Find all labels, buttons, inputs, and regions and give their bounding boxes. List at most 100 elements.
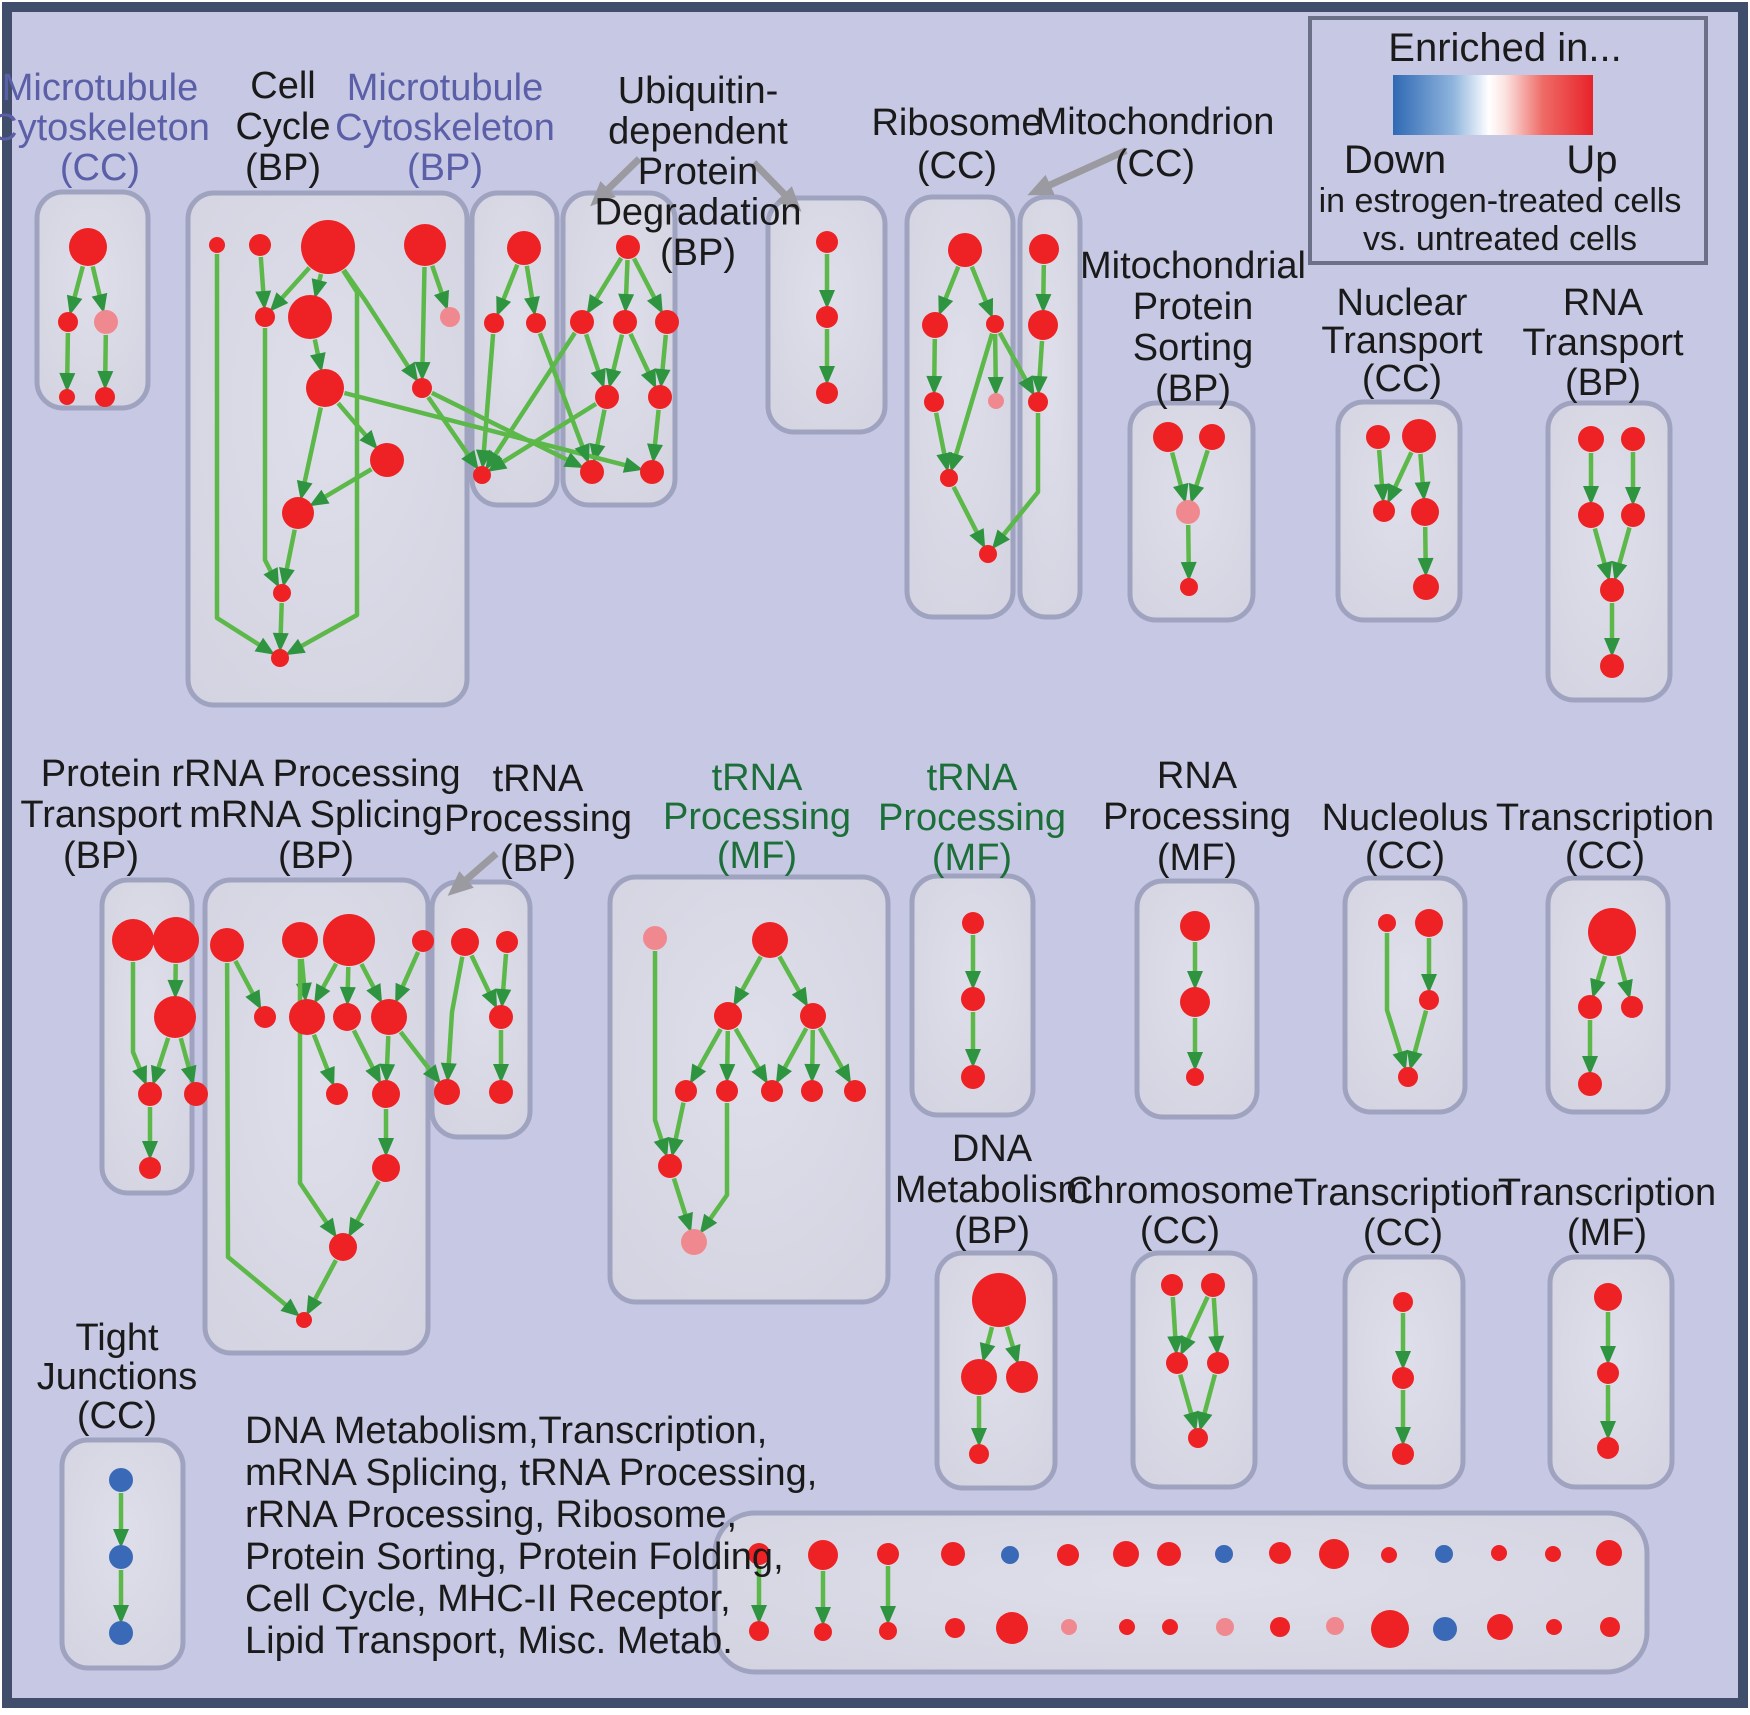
edge-cell-cycle — [311, 273, 328, 299]
edge-ubiquitin-bp — [586, 256, 624, 315]
go-term-node-red — [1588, 908, 1636, 956]
edge-ubiquitin-bp — [605, 334, 625, 389]
edge-rrna-mrna — [339, 966, 356, 1006]
go-term-node-red — [372, 1080, 400, 1108]
go-term-node-red — [979, 545, 997, 563]
edge-ubiquitin-bp — [647, 409, 663, 464]
edge-ribosome-cc — [938, 265, 961, 316]
edge-trna-bp — [440, 956, 465, 1083]
go-term-node-red — [648, 385, 672, 409]
cluster-label-transcription-cc-mid: (CC) — [1565, 835, 1645, 877]
go-term-node-red — [570, 310, 594, 334]
cluster-label-mitochondrion: (CC) — [1115, 143, 1195, 185]
cluster-label-mitochondrial-protein-sorting: Protein — [1133, 286, 1253, 328]
go-term-node-red — [986, 315, 1004, 333]
cluster-label-trna-bp: Processing — [444, 798, 632, 840]
go-term-node-red — [1161, 1274, 1183, 1296]
cross-edge-mitochondrion-cc-to-ribosome-cc — [991, 413, 1041, 550]
label-pointer-arrow-icon — [590, 156, 642, 207]
cluster-label-ubiquitin-degradation: Protein — [638, 151, 758, 193]
go-term-node-red — [962, 912, 984, 934]
legend-down-label: Down — [1344, 138, 1446, 182]
edge-rrna-mrna — [297, 959, 337, 1238]
go-term-node-red — [1578, 1072, 1602, 1096]
cross-edge-rrna-mrna-to-trna-bp — [398, 1030, 441, 1085]
legend-gradient-bar — [1393, 75, 1593, 135]
edge-dna-metabolism — [979, 1326, 996, 1363]
go-term-node-red — [112, 919, 154, 961]
go-term-node-red — [289, 999, 325, 1035]
go-term-node-red — [640, 460, 664, 484]
go-term-node-blue — [1215, 1545, 1233, 1563]
edge-mitochondrion-cc — [1031, 340, 1048, 396]
go-term-node-blue — [109, 1545, 133, 1569]
go-term-node-red — [273, 584, 291, 602]
cluster-label-nucleolus: Nucleolus — [1322, 797, 1489, 839]
go-term-node-pink — [94, 310, 118, 334]
legend-up-label: Up — [1566, 138, 1617, 182]
go-term-node-red — [306, 369, 344, 407]
go-term-node-red — [816, 306, 838, 328]
go-term-node-red — [1119, 1619, 1135, 1635]
cluster-box-rna-transport — [1545, 400, 1673, 703]
go-term-node-red — [323, 914, 375, 966]
go-term-node-red — [371, 999, 407, 1035]
go-term-node-red — [1188, 1428, 1208, 1448]
go-term-node-red — [658, 1154, 682, 1178]
go-term-node-red — [372, 1154, 400, 1182]
edge-trna-mf-large — [652, 951, 669, 1158]
go-term-node-red — [969, 1444, 989, 1464]
edge-mitochondrial-protein-sorting — [1169, 451, 1189, 504]
cross-edge-cell-cycle-to-microtubule-bp — [426, 395, 479, 471]
go-term-node-red — [1578, 995, 1602, 1019]
go-term-node-red — [271, 649, 289, 667]
go-term-node-red — [210, 928, 244, 962]
edge-ribosome-cc — [926, 338, 943, 395]
edge-microtubule-bp — [476, 333, 496, 470]
go-term-node-red — [1600, 654, 1624, 678]
cluster-label-rna-processing-mf: (MF) — [1157, 837, 1237, 879]
cluster-label-microtubule-cc: Cytoskeleton — [0, 107, 210, 149]
edge-ubiquitin-bp — [589, 409, 607, 464]
go-term-node-red — [1166, 1352, 1188, 1374]
go-term-node-red — [1393, 1292, 1413, 1312]
go-term-node-red — [1600, 578, 1624, 602]
cross-edge-ubiquitin-bp-to-microtubule-bp — [485, 331, 577, 470]
go-term-node-red — [1162, 1619, 1178, 1635]
go-term-node-red — [1402, 419, 1436, 453]
go-term-node-red — [58, 312, 78, 332]
go-term-node-red — [761, 1080, 783, 1102]
go-term-node-red — [1600, 1617, 1620, 1637]
go-term-node-blue — [1001, 1546, 1019, 1564]
go-term-node-pink — [681, 1229, 707, 1255]
go-term-node-red — [507, 231, 541, 265]
cluster-label-cell-cycle: Cell — [250, 65, 315, 107]
edge-cell-cycle — [279, 529, 297, 588]
edge-microtubule-cc — [59, 332, 76, 392]
cluster-box-microtubule-cc — [34, 189, 151, 411]
go-term-node-red — [800, 1003, 826, 1029]
edge-protein-transport — [178, 1037, 197, 1086]
go-term-node-red — [1546, 1619, 1562, 1635]
edge-cell-cycle — [309, 467, 373, 507]
cluster-label-nuclear-transport: Transport — [1321, 320, 1483, 362]
cluster-label-nucleolus: (CC) — [1365, 835, 1445, 877]
cluster-label-dna-metabolism: Metabolism — [895, 1169, 1089, 1211]
go-term-node-red — [254, 1006, 276, 1028]
go-term-node-red — [941, 1542, 965, 1566]
go-term-node-red — [496, 931, 518, 953]
edge-protein-transport — [151, 1037, 171, 1086]
go-term-node-red — [924, 392, 944, 412]
cluster-label-protein-transport: Transport — [20, 794, 182, 836]
go-term-node-red — [154, 996, 196, 1038]
cluster-label-rna-processing-mf: Processing — [1103, 796, 1291, 838]
go-term-node-red — [877, 1543, 899, 1565]
edge-rrna-mrna — [224, 962, 301, 1317]
edge-trna-mf-large — [667, 1102, 686, 1158]
go-term-node-red — [948, 233, 982, 267]
go-term-node-red — [329, 1233, 357, 1261]
edge-cell-cycle — [336, 401, 378, 450]
cluster-box-mixed-misc — [712, 1510, 1650, 1675]
edge-trna-mf-large — [719, 1030, 736, 1083]
go-term-node-red — [1366, 425, 1390, 449]
